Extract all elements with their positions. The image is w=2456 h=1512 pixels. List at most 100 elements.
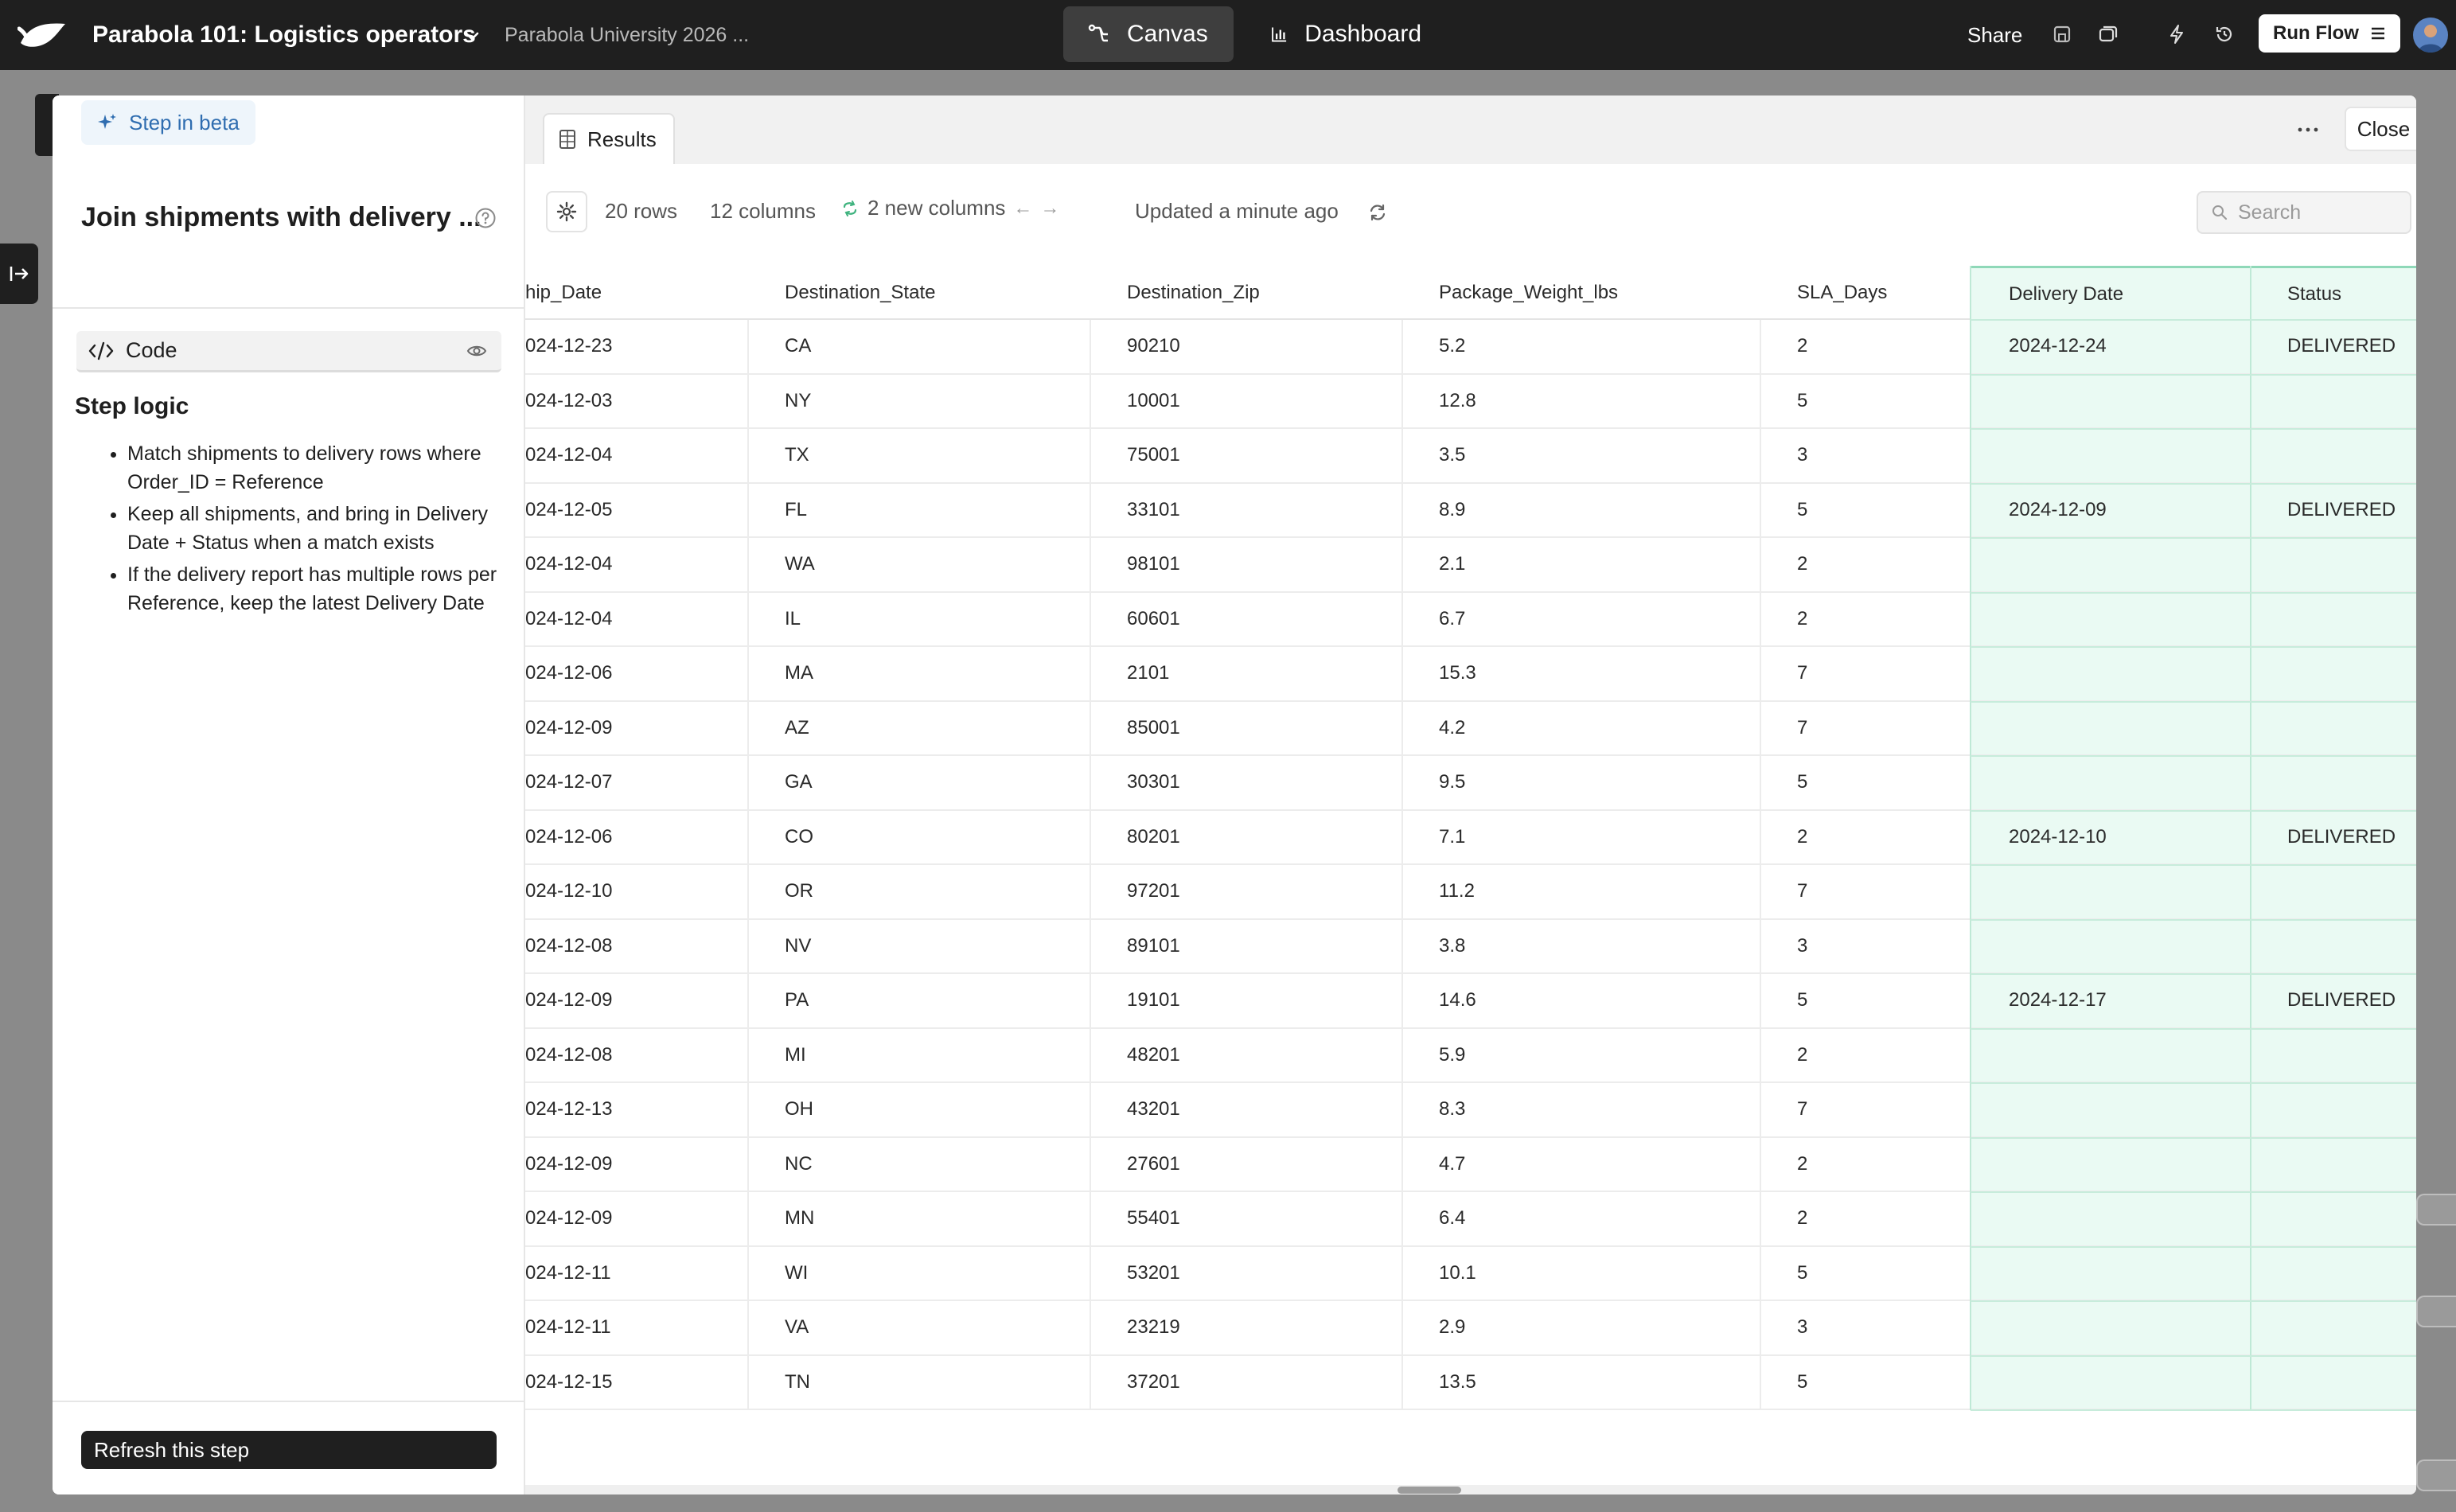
table-cell[interactable]: 024-12-09 — [525, 1152, 613, 1175]
table-cell[interactable]: 2024-12-10 — [2009, 825, 2107, 848]
table-cell[interactable]: 2024-12-17 — [2009, 989, 2107, 1011]
table-cell[interactable]: 3.5 — [1439, 444, 1466, 466]
table-cell[interactable] — [1971, 538, 2251, 592]
table-cell[interactable] — [1971, 920, 2251, 974]
table-cell[interactable]: 5 — [1797, 1261, 1808, 1284]
table-cell[interactable]: 024-12-10 — [525, 880, 613, 902]
history-icon[interactable] — [2212, 21, 2236, 48]
table-cell[interactable] — [1971, 1138, 2251, 1192]
table-cell[interactable] — [2251, 1029, 2416, 1083]
table-cell[interactable] — [2251, 538, 2416, 592]
refresh-icon[interactable] — [1367, 202, 1388, 223]
table-cell[interactable]: 75001 — [1127, 444, 1180, 466]
run-flow-button[interactable]: Run Flow — [2259, 14, 2400, 53]
table-cell[interactable]: 5 — [1797, 989, 1808, 1011]
table-cell[interactable]: 43201 — [1127, 1098, 1180, 1120]
table-cell[interactable]: 4.2 — [1439, 716, 1466, 738]
table-cell[interactable] — [2251, 1192, 2416, 1246]
table-cell[interactable] — [2251, 1138, 2416, 1192]
table-cell[interactable]: 98101 — [1127, 553, 1180, 575]
table-cell[interactable]: 5 — [1797, 498, 1808, 520]
table-cell[interactable]: FL — [785, 498, 808, 520]
table-cell[interactable]: 8.9 — [1439, 498, 1466, 520]
table-cell[interactable]: 5 — [1797, 1370, 1808, 1393]
table-cell[interactable] — [1971, 1301, 2251, 1355]
table-cell[interactable]: 2 — [1797, 825, 1808, 848]
table-cell[interactable]: 15.3 — [1439, 662, 1476, 684]
table-cell[interactable]: CO — [785, 825, 813, 848]
new-columns-indicator[interactable]: 2 new columns ← → — [840, 196, 1059, 220]
versions-icon[interactable] — [2096, 21, 2120, 48]
table-cell[interactable]: 024-12-09 — [525, 989, 613, 1011]
table-cell[interactable]: DELIVERED — [2287, 825, 2396, 848]
table-cell[interactable]: 8.3 — [1439, 1098, 1466, 1120]
table-cell[interactable] — [2251, 756, 2416, 810]
horizontal-scrollbar[interactable] — [525, 1485, 2416, 1494]
table-cell[interactable]: MN — [785, 1207, 815, 1229]
table-cell[interactable] — [1971, 865, 2251, 919]
table-cell[interactable]: 7 — [1797, 716, 1808, 738]
table-cell[interactable]: 10001 — [1127, 389, 1180, 411]
column-header[interactable]: Package_Weight_lbs — [1439, 282, 1619, 303]
prev-new-column-icon[interactable]: ← — [1013, 197, 1033, 219]
table-cell[interactable] — [2251, 1356, 2416, 1410]
table-cell[interactable]: 7 — [1797, 1098, 1808, 1120]
table-cell[interactable]: 53201 — [1127, 1261, 1180, 1284]
table-cell[interactable]: 2024-12-09 — [2009, 498, 2107, 520]
user-avatar[interactable] — [2413, 18, 2448, 53]
tab-canvas[interactable]: Canvas — [1063, 6, 1234, 62]
table-cell[interactable]: 2024-12-24 — [2009, 335, 2107, 357]
table-cell[interactable]: DELIVERED — [2287, 335, 2396, 357]
column-header[interactable]: hip_Date — [525, 282, 602, 303]
table-cell[interactable]: 89101 — [1127, 934, 1180, 957]
table-cell[interactable] — [1971, 1192, 2251, 1246]
table-cell[interactable]: 48201 — [1127, 1043, 1180, 1066]
table-cell[interactable]: 024-12-04 — [525, 607, 613, 629]
table-cell[interactable]: VA — [785, 1316, 809, 1338]
table-cell[interactable]: 19101 — [1127, 989, 1180, 1011]
table-cell[interactable]: 6.4 — [1439, 1207, 1466, 1229]
settings-button[interactable] — [546, 191, 587, 232]
share-button[interactable]: Share — [1967, 23, 2023, 47]
table-cell[interactable]: 4.7 — [1439, 1152, 1466, 1175]
table-cell[interactable]: 33101 — [1127, 498, 1180, 520]
eye-icon[interactable] — [466, 342, 487, 360]
table-cell[interactable] — [1971, 1247, 2251, 1301]
scrollbar-thumb[interactable] — [1398, 1487, 1461, 1494]
table-cell[interactable]: 024-12-07 — [525, 771, 613, 793]
table-cell[interactable]: 14.6 — [1439, 989, 1476, 1011]
table-cell[interactable]: 024-12-09 — [525, 1207, 613, 1229]
table-cell[interactable] — [1971, 1029, 2251, 1083]
table-cell[interactable]: 024-12-13 — [525, 1098, 613, 1120]
table-cell[interactable]: 024-12-08 — [525, 934, 613, 957]
table-cell[interactable]: DELIVERED — [2287, 498, 2396, 520]
table-cell[interactable]: 23219 — [1127, 1316, 1180, 1338]
table-cell[interactable]: MI — [785, 1043, 806, 1066]
table-cell[interactable]: 80201 — [1127, 825, 1180, 848]
search-input[interactable]: Search — [2197, 191, 2411, 234]
table-cell[interactable]: 5.9 — [1439, 1043, 1466, 1066]
table-cell[interactable]: IL — [785, 607, 801, 629]
table-cell[interactable]: 27601 — [1127, 1152, 1180, 1175]
table-cell[interactable]: 024-12-06 — [525, 662, 613, 684]
table-cell[interactable]: NC — [785, 1152, 813, 1175]
table-cell[interactable] — [2251, 593, 2416, 647]
table-cell[interactable]: AZ — [785, 716, 809, 738]
more-options-icon[interactable] — [2294, 118, 2322, 142]
table-cell[interactable]: 2 — [1797, 607, 1808, 629]
table-cell[interactable] — [1971, 756, 2251, 810]
beta-badge[interactable]: Step in beta — [81, 100, 255, 145]
table-cell[interactable] — [1971, 647, 2251, 701]
refresh-step-button[interactable]: Refresh this step — [81, 1431, 497, 1469]
table-cell[interactable] — [2251, 702, 2416, 756]
table-cell[interactable]: NV — [785, 934, 812, 957]
table-cell[interactable]: 024-12-11 — [525, 1316, 611, 1338]
table-cell[interactable]: 024-12-15 — [525, 1370, 613, 1393]
table-cell[interactable] — [2251, 1247, 2416, 1301]
table-cell[interactable]: 7.1 — [1439, 825, 1466, 848]
table-cell[interactable]: 2.9 — [1439, 1316, 1466, 1338]
expand-panel-button[interactable] — [0, 244, 38, 304]
table-cell[interactable]: NY — [785, 389, 812, 411]
step-title[interactable]: Join shipments with delivery ... — [81, 202, 481, 232]
close-button[interactable]: Close — [2345, 107, 2416, 151]
